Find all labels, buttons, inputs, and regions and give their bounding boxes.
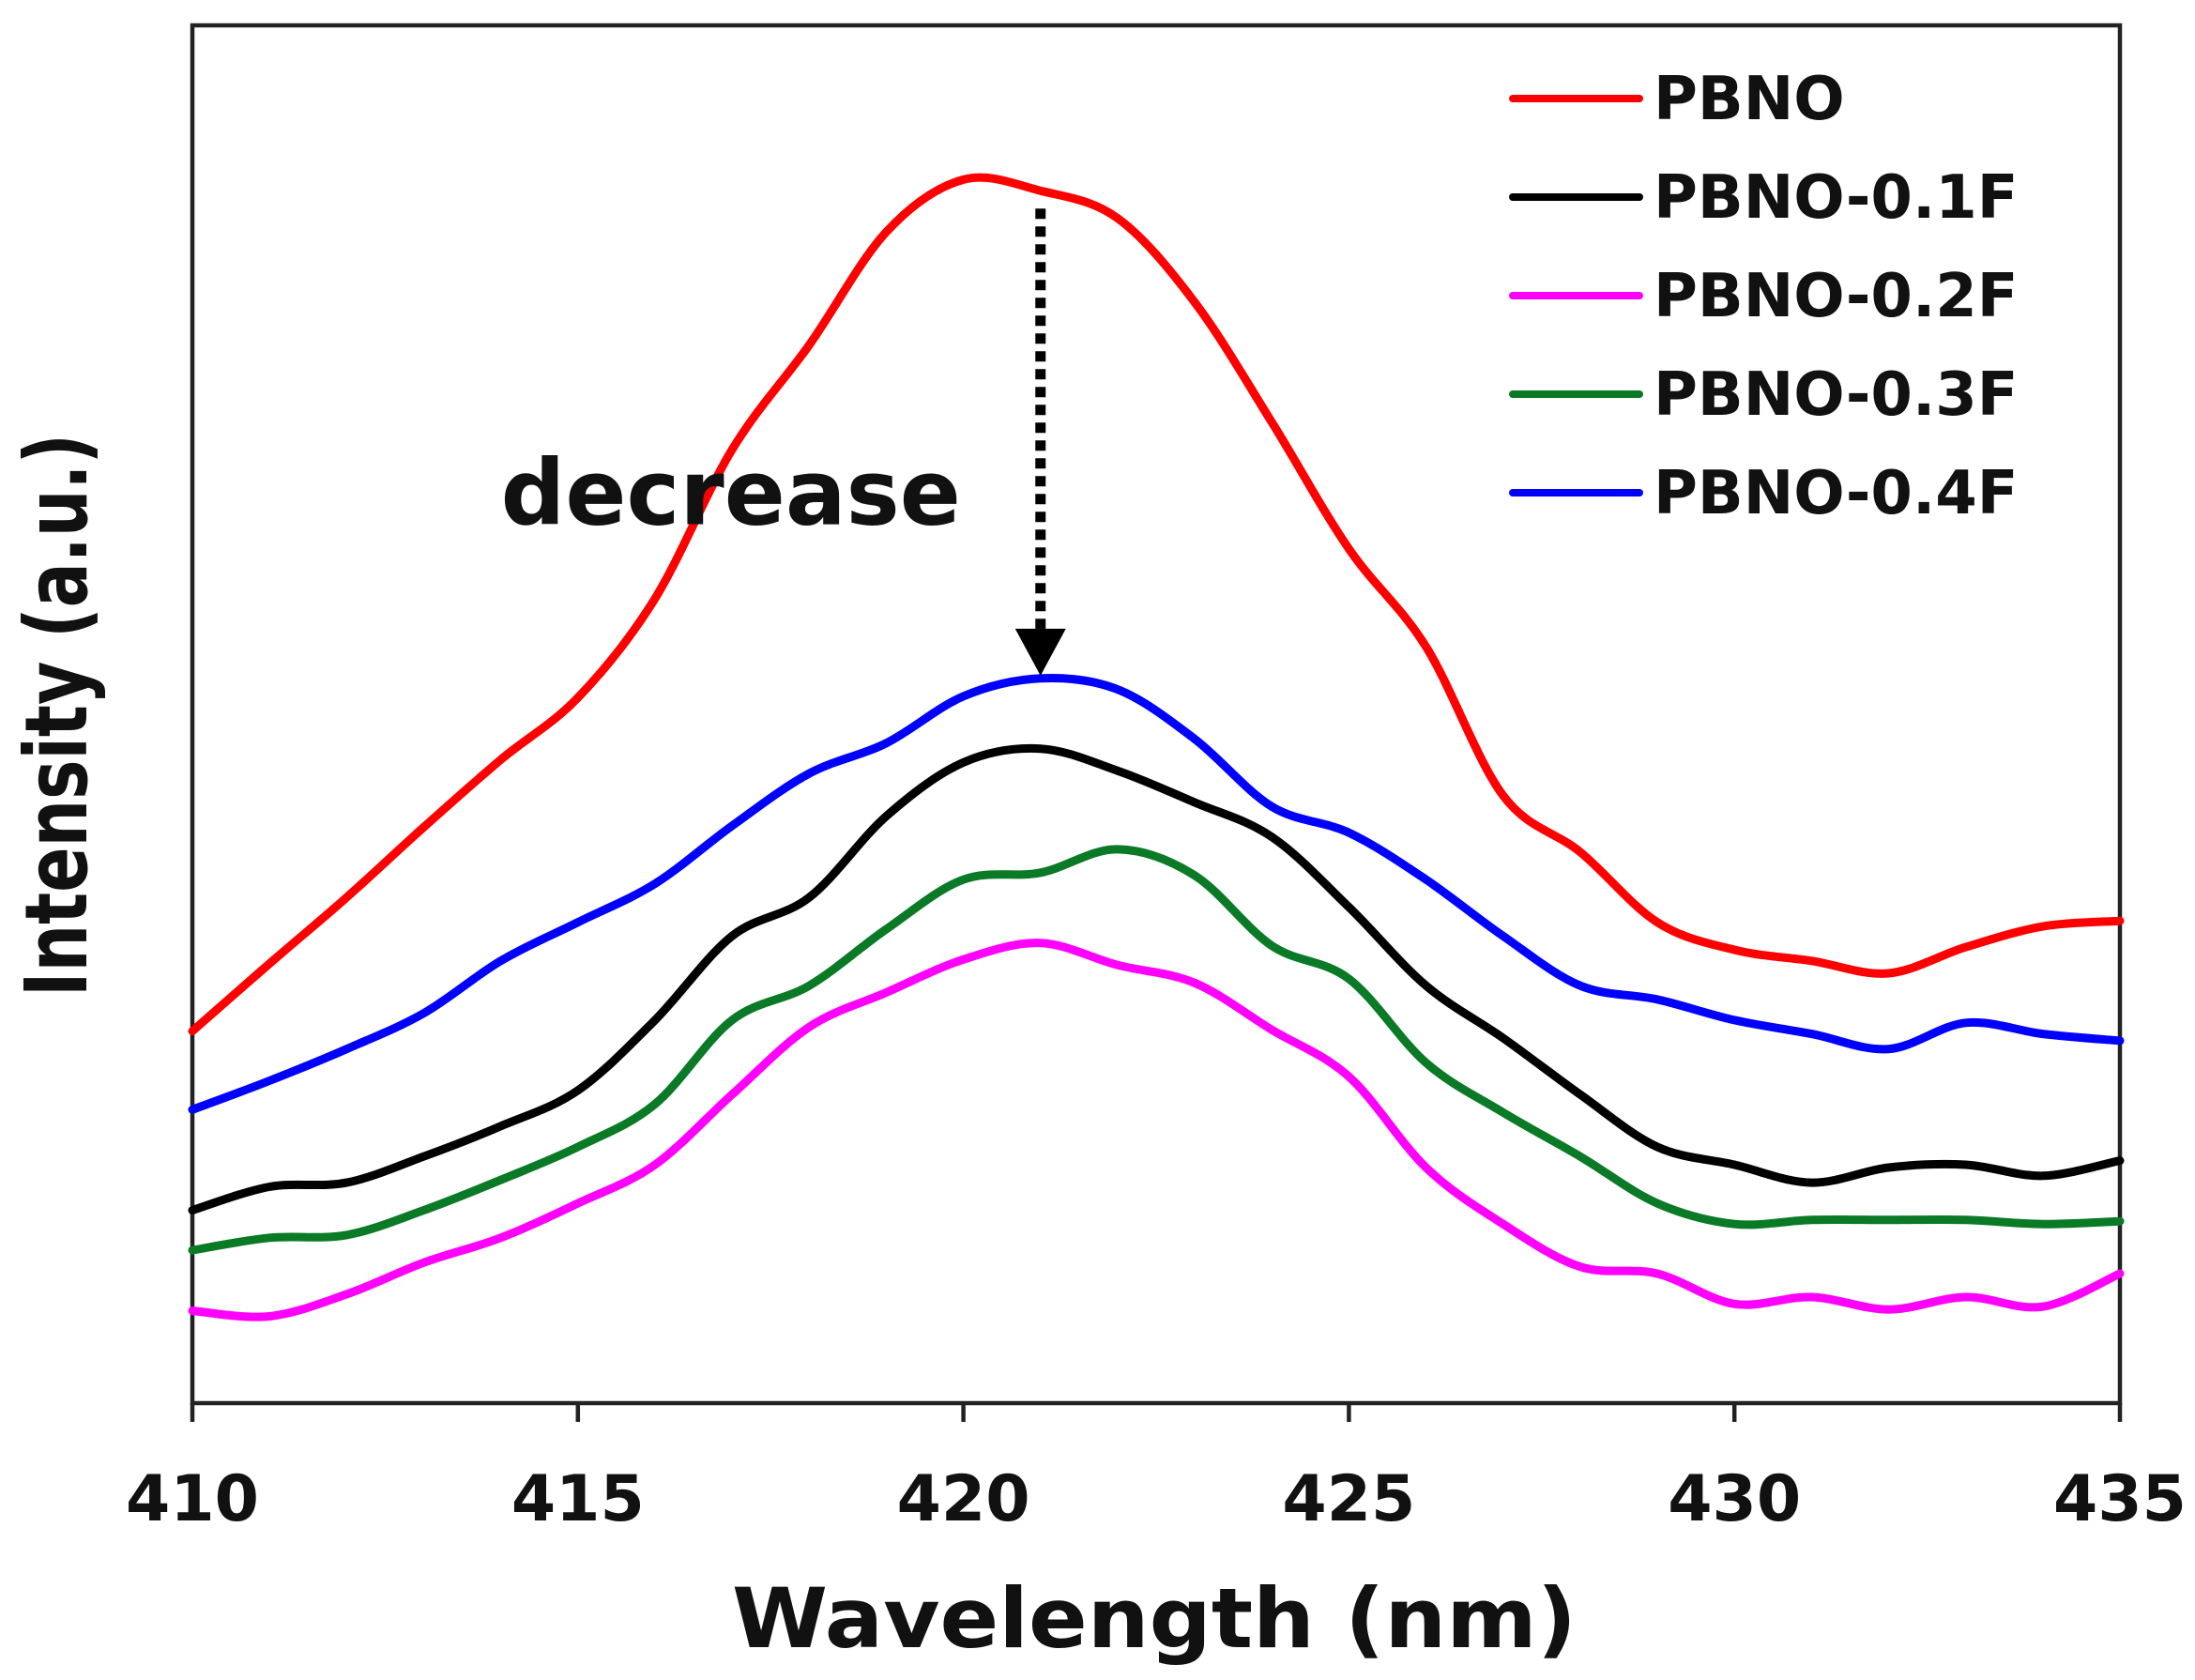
x-axis-title: Wavelength (nm): [732, 1570, 1577, 1667]
series-group: [188, 173, 2125, 1321]
series-pbno-0.3f-line: [188, 845, 2125, 1255]
legend-label: PBNO-0.3F: [1654, 360, 2019, 430]
x-tick-label: 425: [1282, 1462, 1415, 1536]
x-tick-label: 435: [2053, 1462, 2187, 1536]
series-pbno-0.4f-line: [188, 674, 2125, 1114]
series-pbno-line: [188, 173, 2125, 1036]
legend: PBNO PBNO-0.1F PBNO-0.2F PBNO-0.3F PBNO-…: [1509, 65, 2019, 528]
legend-item-pbno-0.1f: PBNO-0.1F: [1509, 163, 2019, 233]
plot-frame: [190, 23, 2123, 1406]
legend-item-pbno-0.3f: PBNO-0.3F: [1509, 360, 2019, 430]
series-pbno-0.1f-line: [188, 743, 2125, 1214]
legend-label: PBNO-0.2F: [1654, 262, 2019, 331]
decrease-annotation: decrease: [501, 440, 961, 545]
legend-item-pbno-0.4f: PBNO-0.4F: [1509, 459, 2019, 528]
series-pbno-0.2f-line: [188, 939, 2125, 1321]
decrease-arrow: [1014, 208, 1066, 676]
legend-label: PBNO-0.1F: [1654, 163, 2019, 233]
legend-item-pbno-0.2f: PBNO-0.2F: [1509, 262, 2019, 331]
x-tick-label: 430: [1668, 1462, 1801, 1536]
legend-item-pbno: PBNO: [1509, 65, 1845, 134]
legend-label: PBNO-0.4F: [1654, 459, 2019, 528]
decrease-arrow-head: [1014, 628, 1066, 676]
x-axis-ticks: [190, 1403, 2123, 1422]
x-tick-label: 420: [897, 1462, 1030, 1536]
x-tick-label: 410: [126, 1462, 259, 1536]
x-axis-tick-labels: 410 415 420 425 430 435: [126, 1462, 2187, 1536]
y-axis-title: Intensity (a.u.): [7, 434, 107, 997]
x-tick-label: 415: [511, 1462, 645, 1536]
legend-label: PBNO: [1654, 65, 1845, 134]
